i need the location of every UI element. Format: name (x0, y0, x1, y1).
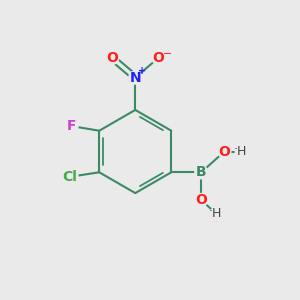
Text: F: F (67, 119, 76, 133)
Text: O: O (106, 51, 118, 65)
Text: O: O (218, 145, 230, 158)
Text: O: O (195, 193, 207, 207)
Circle shape (195, 166, 208, 179)
Text: −: − (163, 49, 172, 59)
Circle shape (61, 168, 78, 186)
Circle shape (218, 145, 231, 158)
Circle shape (152, 52, 165, 64)
Text: ·: · (233, 143, 237, 156)
Text: B: B (196, 165, 207, 179)
Text: N: N (130, 70, 141, 85)
Circle shape (195, 194, 208, 206)
Text: H: H (237, 145, 246, 158)
Circle shape (235, 145, 248, 158)
Circle shape (129, 71, 142, 84)
Text: O: O (152, 51, 164, 65)
Text: H: H (212, 207, 221, 220)
Text: ·: · (208, 205, 212, 218)
Circle shape (65, 120, 78, 133)
Text: Cl: Cl (62, 170, 77, 184)
Text: +: + (138, 66, 146, 76)
Circle shape (106, 52, 118, 64)
Circle shape (210, 207, 223, 220)
